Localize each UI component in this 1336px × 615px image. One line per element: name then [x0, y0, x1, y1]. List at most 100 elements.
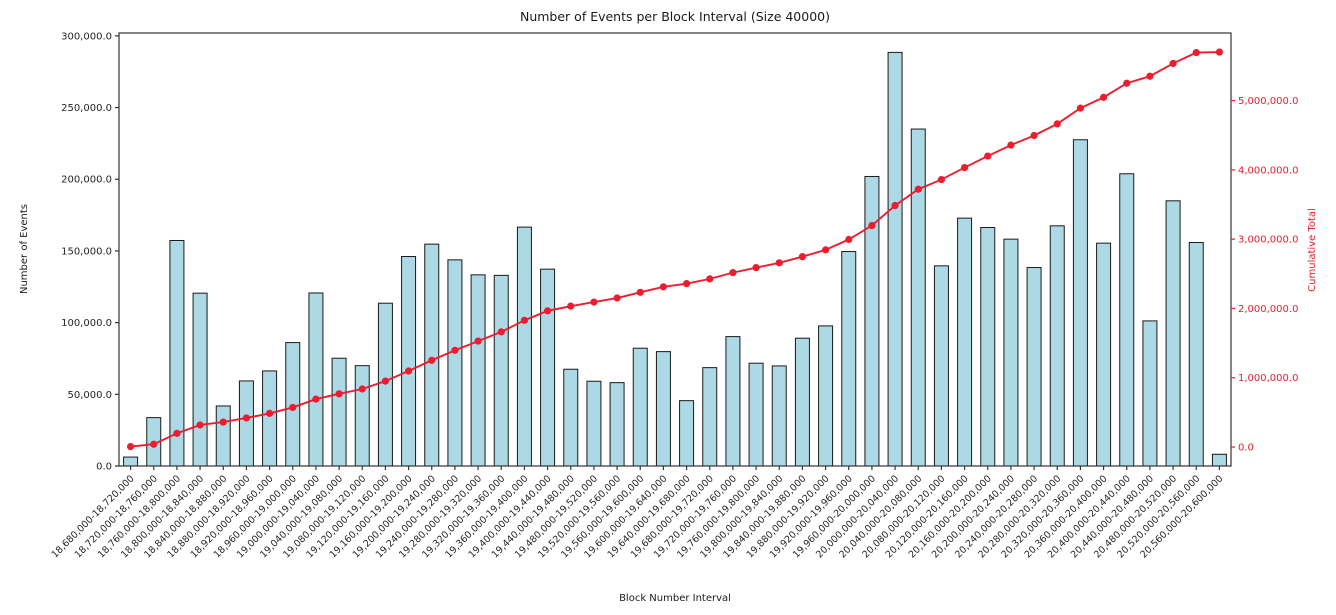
data-point	[567, 302, 575, 310]
data-point	[868, 221, 876, 230]
bar	[748, 362, 764, 467]
data-point	[219, 418, 227, 426]
bar	[424, 243, 440, 467]
bar	[238, 380, 254, 467]
bar	[262, 370, 278, 467]
bars-layer	[123, 51, 1227, 467]
data-point	[312, 395, 320, 403]
data-point	[914, 185, 922, 193]
bar	[1165, 200, 1181, 467]
data-point	[335, 390, 343, 398]
bar	[540, 268, 556, 467]
bar	[1142, 320, 1158, 467]
data-point	[451, 346, 459, 354]
data-point	[590, 298, 598, 306]
x-axis-label: Block Number Interval	[619, 593, 731, 604]
y-tick-label-left: 300,000.0	[61, 31, 112, 42]
data-point	[984, 152, 992, 160]
bar	[1119, 173, 1135, 467]
bar	[841, 251, 857, 467]
data-point	[613, 294, 621, 302]
data-point	[265, 409, 274, 417]
data-point	[845, 235, 853, 244]
bar	[1003, 238, 1019, 467]
data-point	[126, 442, 135, 451]
y-axis-label-right: Cumulative Total	[1307, 208, 1318, 292]
chart-title: Number of Events per Block Interval (Siz…	[520, 9, 830, 24]
data-point	[196, 421, 204, 429]
bar	[308, 292, 324, 467]
bar	[331, 357, 347, 467]
bar	[679, 400, 695, 467]
data-point	[775, 259, 783, 267]
bar	[1049, 225, 1065, 467]
data-point	[682, 280, 691, 288]
bar	[493, 274, 509, 467]
plot-border	[118, 32, 1232, 467]
bar	[794, 337, 810, 467]
data-point	[1123, 79, 1131, 87]
bar	[957, 217, 973, 467]
data-point	[1007, 141, 1015, 149]
data-point	[242, 414, 251, 422]
bar	[725, 336, 741, 467]
y-tick-label-right: 2,000,000.0	[1238, 304, 1298, 315]
axes-layer: 0.0 50,000.0 100,000.0 150,000.0 200,000.0 25…	[50, 31, 1299, 560]
bar	[632, 347, 648, 467]
data-point	[937, 175, 946, 184]
data-point	[404, 367, 413, 375]
data-point	[729, 269, 737, 277]
data-point	[636, 288, 644, 296]
bar	[1096, 242, 1112, 467]
data-point	[289, 403, 297, 412]
data-point	[173, 429, 181, 437]
data-point	[428, 356, 436, 364]
y-tick-label-right: 1,000,000.0	[1238, 373, 1298, 384]
data-point	[1030, 131, 1038, 140]
data-point	[1146, 72, 1154, 80]
data-point	[358, 385, 366, 393]
data-point	[659, 283, 668, 291]
data-point	[1076, 104, 1085, 112]
bar	[1188, 242, 1204, 467]
data-point	[891, 201, 899, 210]
bar	[887, 51, 903, 467]
data-point	[1169, 59, 1177, 68]
bar	[563, 368, 579, 467]
data-point	[381, 377, 390, 385]
cumulative-line-layer	[126, 48, 1224, 451]
y-tick-label-left: 50,000.0	[67, 390, 112, 401]
bar	[980, 227, 996, 467]
data-point	[1192, 49, 1200, 57]
data-point	[706, 275, 714, 283]
data-point	[474, 337, 482, 345]
y-tick-label-left: 250,000.0	[61, 103, 112, 114]
bar	[215, 405, 231, 467]
data-point	[960, 163, 969, 172]
bar	[771, 365, 787, 467]
bar	[864, 175, 880, 467]
y-axis-label-left: Number of Events	[19, 204, 30, 294]
bar	[910, 128, 926, 467]
bar	[447, 259, 463, 467]
y-tick-label-left: 0.0	[96, 462, 112, 473]
bar	[123, 456, 139, 467]
data-point	[1215, 48, 1224, 56]
y-tick-label-left: 100,000.0	[61, 318, 112, 329]
bar	[1072, 139, 1088, 467]
bar	[192, 292, 208, 467]
y-tick-label-right: 5,000,000.0	[1238, 96, 1298, 107]
data-point	[543, 307, 552, 315]
bar	[702, 367, 718, 467]
y-tick-label-right: 3,000,000.0	[1238, 235, 1298, 246]
cumulative-line	[130, 51, 1220, 448]
y-tick-label-right: 0.0	[1238, 443, 1254, 454]
bar	[586, 380, 602, 467]
bar	[609, 382, 625, 467]
y-tick-label-left: 150,000.0	[61, 246, 112, 257]
data-point	[821, 246, 830, 254]
bar	[933, 265, 949, 467]
data-point	[752, 264, 760, 272]
